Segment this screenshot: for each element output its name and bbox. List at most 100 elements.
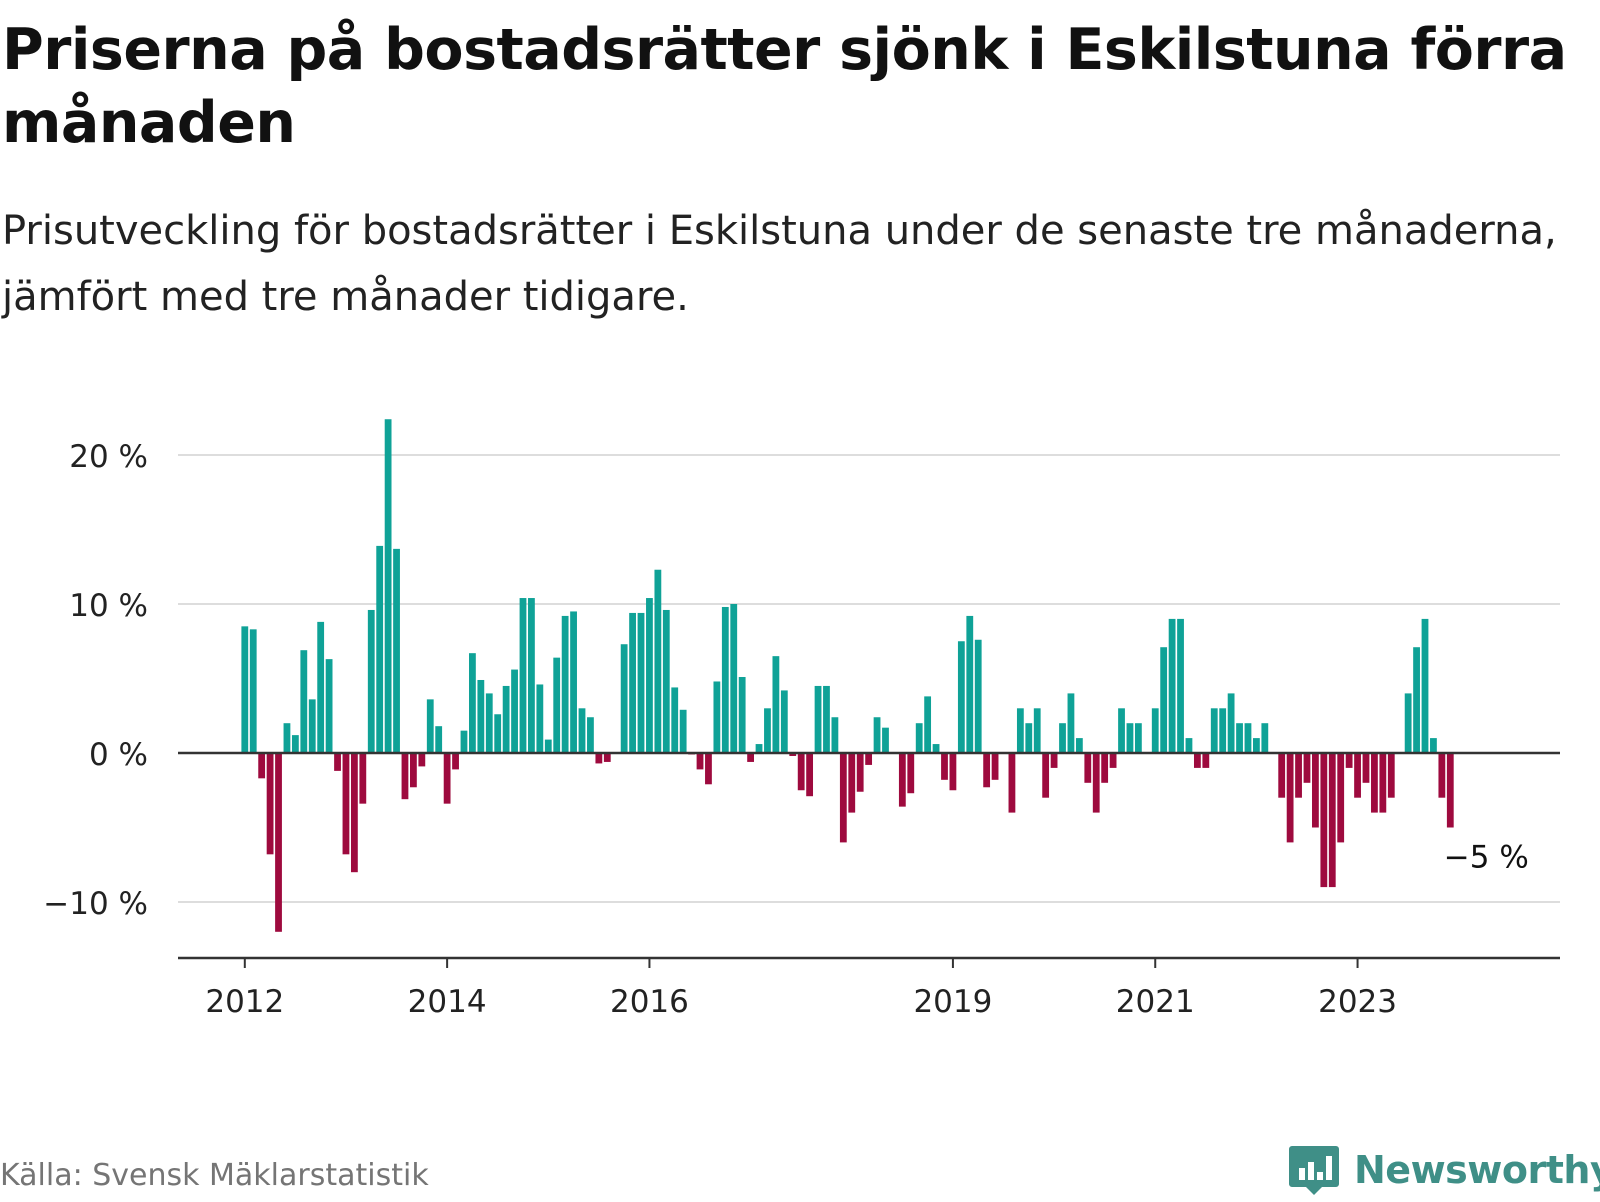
bar bbox=[1202, 753, 1210, 768]
bar bbox=[595, 753, 603, 764]
bar bbox=[1168, 618, 1176, 753]
bar bbox=[1084, 753, 1092, 783]
bar bbox=[519, 598, 527, 753]
bar bbox=[1387, 753, 1395, 798]
bar bbox=[401, 753, 409, 800]
bar bbox=[334, 753, 341, 771]
bar bbox=[1050, 753, 1058, 768]
bar bbox=[283, 723, 291, 753]
bar bbox=[949, 753, 957, 791]
bar bbox=[443, 753, 451, 804]
bar bbox=[1160, 647, 1168, 753]
bar bbox=[839, 753, 847, 843]
bar bbox=[1328, 753, 1336, 888]
bar bbox=[1278, 753, 1286, 798]
last-value-label: −5 % bbox=[1444, 840, 1529, 876]
bar bbox=[485, 693, 493, 753]
bar bbox=[1033, 708, 1041, 753]
bar bbox=[1092, 753, 1100, 813]
bar bbox=[823, 685, 830, 753]
bar bbox=[797, 753, 805, 791]
bar bbox=[1362, 753, 1370, 783]
bar bbox=[1438, 753, 1446, 798]
y-tick-label: −10 % bbox=[43, 886, 148, 922]
bar bbox=[317, 621, 325, 753]
bar bbox=[1236, 723, 1243, 753]
bar bbox=[536, 684, 544, 753]
bar bbox=[1286, 753, 1294, 843]
bar bbox=[764, 708, 771, 753]
bar bbox=[1303, 753, 1311, 783]
bar bbox=[1059, 723, 1066, 753]
bar bbox=[966, 615, 974, 753]
newsworthy-logo: Newsworthy bbox=[1288, 1138, 1600, 1202]
x-tick-label: 2014 bbox=[408, 984, 487, 1020]
bar bbox=[570, 611, 577, 753]
bar bbox=[1016, 708, 1024, 753]
bar bbox=[1295, 753, 1302, 798]
bar bbox=[1227, 693, 1235, 753]
bar bbox=[738, 677, 746, 753]
bar bbox=[957, 641, 965, 753]
bar bbox=[1421, 618, 1429, 753]
bar bbox=[241, 626, 249, 753]
bar bbox=[275, 753, 282, 932]
bar bbox=[974, 639, 982, 753]
bar bbox=[1430, 738, 1437, 753]
bar bbox=[249, 629, 257, 753]
chart-subtitle: Prisutveckling för bostadsrätter i Eskil… bbox=[2, 208, 1557, 320]
bar bbox=[1337, 753, 1345, 843]
bar bbox=[494, 714, 502, 753]
bar bbox=[452, 753, 459, 770]
bar bbox=[696, 753, 704, 770]
bar bbox=[1354, 753, 1361, 798]
axes bbox=[178, 751, 1560, 968]
bar bbox=[528, 598, 535, 753]
bar bbox=[1177, 618, 1184, 753]
chart-title: Priserna på bostadsrätter sjönk i Eskils… bbox=[2, 17, 1567, 156]
bar bbox=[1219, 708, 1227, 753]
bar bbox=[342, 753, 350, 855]
bar bbox=[646, 598, 653, 753]
bar bbox=[983, 753, 991, 788]
bar bbox=[1185, 738, 1193, 753]
bar bbox=[1413, 647, 1420, 753]
bar bbox=[1134, 723, 1142, 753]
bar bbox=[460, 730, 468, 753]
bar bbox=[603, 753, 611, 762]
bar bbox=[705, 753, 712, 785]
bar bbox=[266, 753, 274, 855]
bar bbox=[1404, 693, 1412, 753]
bar bbox=[1118, 708, 1125, 753]
bar bbox=[662, 609, 670, 753]
bar bbox=[814, 685, 822, 753]
bar bbox=[806, 753, 814, 797]
bar bbox=[848, 753, 856, 813]
bar bbox=[1109, 753, 1117, 768]
bar bbox=[1008, 753, 1016, 813]
bar bbox=[435, 726, 443, 753]
bar bbox=[1067, 693, 1075, 753]
x-tick-label: 2019 bbox=[913, 984, 992, 1020]
bar bbox=[873, 717, 881, 753]
bar bbox=[629, 612, 636, 753]
bar bbox=[671, 687, 679, 753]
bar bbox=[587, 717, 594, 753]
bar bbox=[1371, 753, 1378, 813]
bar bbox=[831, 717, 839, 753]
y-tick-label: 0 % bbox=[89, 737, 148, 773]
labels: −10 % 0 % 10 % 20 % 2012 2014 2016 2019 2021 2023… bbox=[43, 439, 1529, 1020]
x-tick-label: 2016 bbox=[610, 984, 689, 1020]
bar bbox=[418, 753, 426, 767]
bar bbox=[393, 548, 400, 753]
x-tick-label: 2021 bbox=[1116, 984, 1195, 1020]
bars bbox=[241, 419, 1454, 932]
bar bbox=[367, 609, 375, 753]
bar bbox=[713, 681, 721, 753]
bar bbox=[1320, 753, 1328, 888]
bar bbox=[1253, 738, 1260, 753]
bar bbox=[384, 419, 392, 753]
x-tick-label: 2023 bbox=[1318, 984, 1397, 1020]
bar bbox=[511, 669, 518, 753]
bar bbox=[637, 612, 645, 753]
